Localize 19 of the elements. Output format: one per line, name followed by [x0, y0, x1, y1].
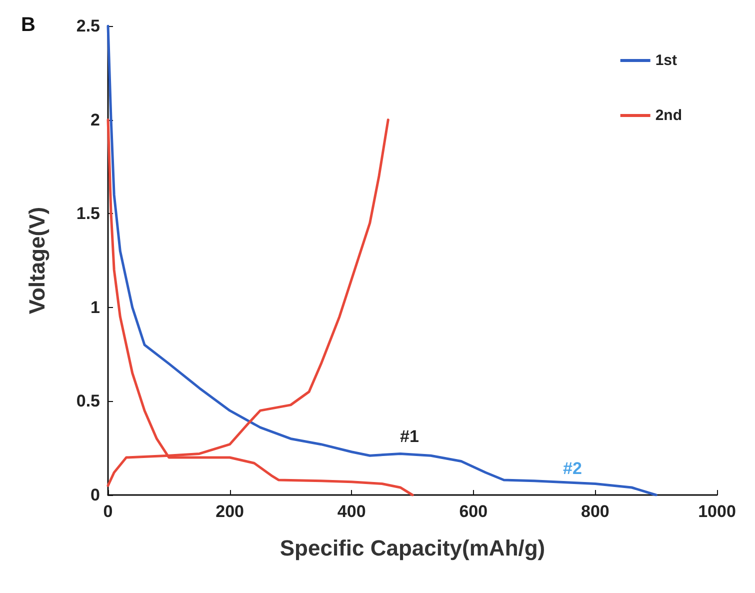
y-tick-label: 0: [90, 486, 100, 504]
chart-title: B: [21, 14, 36, 36]
x-tick-label: 400: [337, 502, 366, 521]
annotation: #1: [400, 427, 419, 446]
x-tick-label: 200: [216, 502, 244, 521]
x-tick-label: 800: [581, 502, 610, 521]
y-tick-label: 2.5: [76, 16, 100, 36]
y-axis-title: Voltage(V): [24, 206, 50, 314]
y-tick-label: 1: [90, 298, 100, 317]
x-tick-label: 600: [459, 502, 488, 521]
annotation: #2: [563, 459, 582, 478]
y-tick-label: 0.5: [76, 392, 100, 411]
x-tick-label: 1000: [698, 502, 736, 521]
y-tick-label: 2: [90, 110, 100, 130]
x-axis-title: Specific Capacity(mAh/g): [280, 536, 546, 560]
legend-label: 1st: [655, 52, 678, 69]
x-tick-label: 0: [103, 502, 113, 521]
y-tick-label: 1.5: [76, 204, 100, 224]
legend-label: 2nd: [655, 107, 682, 124]
